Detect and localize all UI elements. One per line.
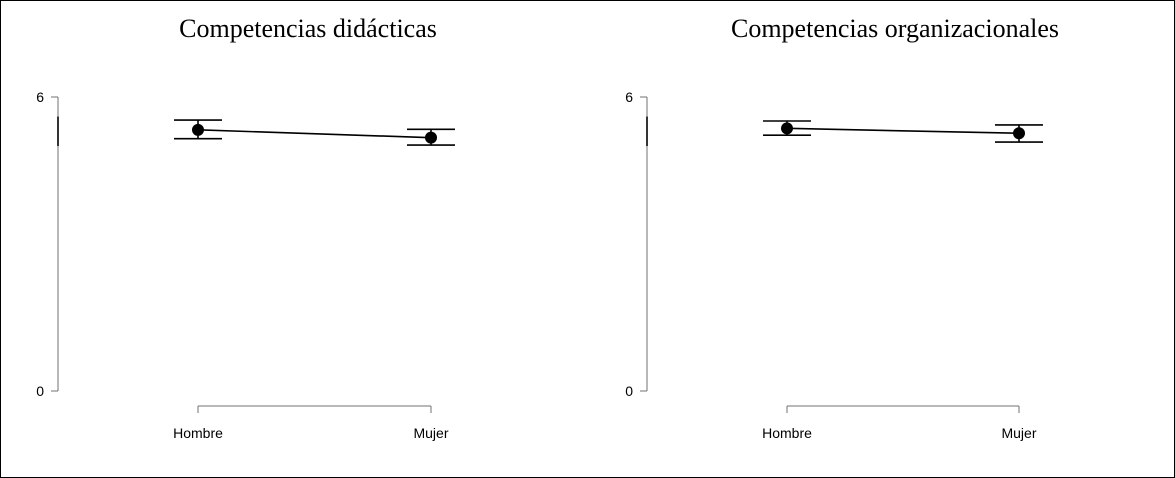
series-line [786,127,1020,135]
y-tick-label: 6 [36,89,44,105]
x-tick-label: Mujer [413,425,448,441]
chart-title: Competencias organizacionales [731,14,1059,43]
data-point [1013,127,1025,140]
chart-title: Competencias didácticas [179,14,437,43]
data-point [781,122,793,135]
y-tick-label: 0 [36,383,44,399]
y-tick-label: 6 [625,89,633,105]
x-tick-label: Mujer [1001,425,1036,441]
x-tick-label: Hombre [173,425,223,441]
series-line [197,129,432,139]
y-tick-label: 0 [625,383,633,399]
data-point [192,123,204,136]
x-tick-label: Hombre [762,425,812,441]
data-point [425,131,437,144]
